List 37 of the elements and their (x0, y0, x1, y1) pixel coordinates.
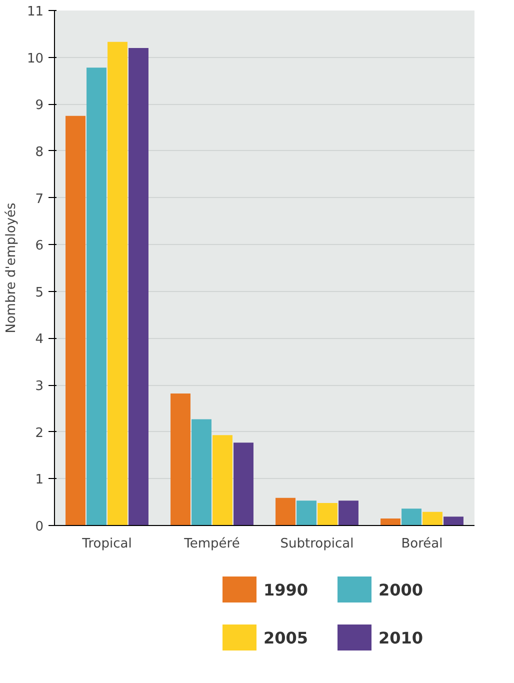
y-tick-label: 9 (35, 98, 44, 114)
bar (422, 512, 442, 526)
y-tick-label: 4 (35, 332, 44, 348)
bar (128, 48, 148, 526)
legend-label: 2010 (378, 628, 424, 648)
legend-label: 2000 (378, 580, 424, 600)
bar (192, 419, 212, 526)
bar (380, 518, 400, 526)
y-tick-label: 10 (26, 51, 44, 66)
y-axis-title: Nombre d'employés (4, 202, 19, 334)
bar (318, 503, 338, 526)
y-tick-label: 6 (35, 238, 44, 254)
y-tick-label: 2 (35, 426, 44, 441)
x-tick-label: Boréal (401, 536, 443, 552)
x-tick-label: Subtropical (280, 536, 354, 552)
bar (402, 508, 422, 526)
bar (276, 498, 296, 526)
y-tick-label: 11 (26, 4, 44, 20)
y-tick-label: 0 (35, 520, 44, 534)
x-tick-label: Tropical (81, 536, 132, 552)
y-tick-label: 1 (35, 472, 44, 488)
bar (66, 116, 86, 526)
y-tick-label: 5 (35, 285, 44, 300)
legend-label: 1990 (264, 580, 308, 600)
bar (170, 393, 190, 526)
y-tick-label: 8 (35, 144, 44, 160)
y-tick-label: 3 (35, 379, 44, 394)
bar (108, 42, 128, 526)
bar (296, 500, 316, 526)
bar (234, 442, 254, 526)
bar (444, 516, 464, 526)
x-tick-label: Tempéré (183, 536, 240, 552)
bar (338, 500, 358, 526)
y-tick-label: 7 (35, 192, 44, 207)
legend-label: 2005 (264, 628, 308, 648)
bar (86, 68, 106, 526)
bar (212, 435, 232, 526)
